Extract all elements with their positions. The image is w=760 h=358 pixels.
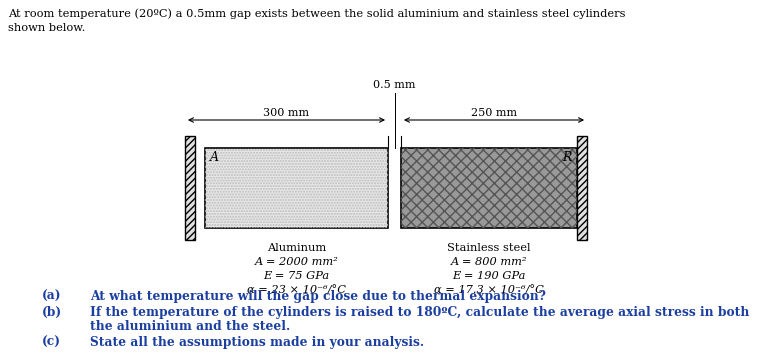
Bar — [205, 148, 388, 228]
Text: 250 mm: 250 mm — [471, 108, 517, 118]
Text: A: A — [210, 151, 219, 164]
Text: R: R — [562, 151, 572, 164]
Bar — [185, 136, 195, 240]
Bar — [205, 148, 388, 228]
Text: At what temperature will the gap close due to thermal expansion?: At what temperature will the gap close d… — [90, 290, 546, 303]
Text: State all the assumptions made in your analysis.: State all the assumptions made in your a… — [90, 336, 424, 349]
Text: E = 190 GPa: E = 190 GPa — [452, 271, 526, 281]
Text: E = 75 GPa: E = 75 GPa — [264, 271, 330, 281]
Text: A = 800 mm²: A = 800 mm² — [451, 257, 527, 267]
Text: (b): (b) — [42, 306, 62, 319]
Bar — [577, 136, 587, 240]
Bar — [185, 136, 195, 240]
Text: (c): (c) — [42, 336, 61, 349]
Bar — [401, 148, 577, 228]
Text: A = 2000 mm²: A = 2000 mm² — [255, 257, 338, 267]
Text: (a): (a) — [42, 290, 62, 303]
Bar — [401, 148, 577, 228]
Text: α = 17.3 × 10⁻⁶/°C: α = 17.3 × 10⁻⁶/°C — [434, 285, 544, 295]
Text: At room temperature (20ºC) a 0.5mm gap exists between the solid aluminium and st: At room temperature (20ºC) a 0.5mm gap e… — [8, 8, 625, 19]
Bar — [577, 136, 587, 240]
Text: 0.5 mm: 0.5 mm — [373, 80, 416, 90]
Text: Aluminum: Aluminum — [267, 243, 326, 253]
Text: If the temperature of the cylinders is raised to 180ºC, calculate the average ax: If the temperature of the cylinders is r… — [90, 306, 749, 319]
Text: 300 mm: 300 mm — [264, 108, 309, 118]
Text: α = 23 × 10⁻⁶/°C: α = 23 × 10⁻⁶/°C — [247, 285, 346, 295]
Text: Stainless steel: Stainless steel — [447, 243, 530, 253]
Text: shown below.: shown below. — [8, 23, 85, 33]
Text: the aluminium and the steel.: the aluminium and the steel. — [90, 320, 290, 333]
